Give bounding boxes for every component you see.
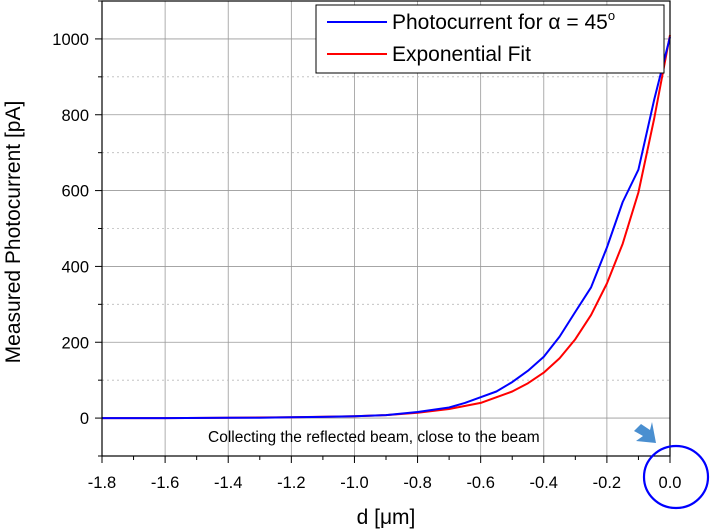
x-tick-label: -0.4 [530,474,558,492]
x-tick-label: -1.4 [214,474,242,492]
x-tick-label: -1.2 [277,474,305,492]
legend-label-fit: Exponential Fit [392,43,531,66]
arrow-icon [634,422,656,443]
y-axis-label: Measured Photocurrent [pA] [2,101,25,364]
legend-label-photocurrent-alpha: α = 45 [548,11,607,34]
legend: Photocurrent for α = 45o Exponential Fit [315,4,665,74]
x-tick-label: -0.2 [593,474,621,492]
axis-ticks [95,0,671,463]
x-tick-label: 0.0 [659,474,682,492]
y-tick-label: 800 [61,107,89,125]
y-tick-label: 400 [61,258,89,276]
y-tick-label: 600 [61,183,89,201]
legend-label-photocurrent-main: Photocurrent for [392,11,548,34]
x-tick-label: -0.6 [466,474,494,492]
legend-box [315,4,665,74]
tick-labels: -1.8 -1.6 -1.4 -1.2 -1.0 -0.8 -0.6 -0.4 -0.2 0.0 0… [52,31,681,492]
series-line-exponential-fit [102,34,671,420]
legend-label-photocurrent-degree: o [608,8,615,23]
highlight-circle [642,444,710,510]
y-tick-label: 0 [80,410,89,428]
y-tick-label: 1000 [52,31,89,49]
x-axis-label: d [μm] [357,506,416,529]
x-tick-label: -1.6 [151,474,179,492]
x-tick-label: -1.0 [340,474,368,492]
x-tick-label: -1.8 [88,474,116,492]
legend-label-photocurrent: Photocurrent for α = 45o [392,8,615,34]
y-tick-label: 200 [61,334,89,352]
x-tick-label: -0.8 [403,474,431,492]
series-line-photocurrent [102,36,671,420]
series-lines [102,34,671,420]
annotation-text: Collecting the reflected beam, close to … [208,429,540,446]
